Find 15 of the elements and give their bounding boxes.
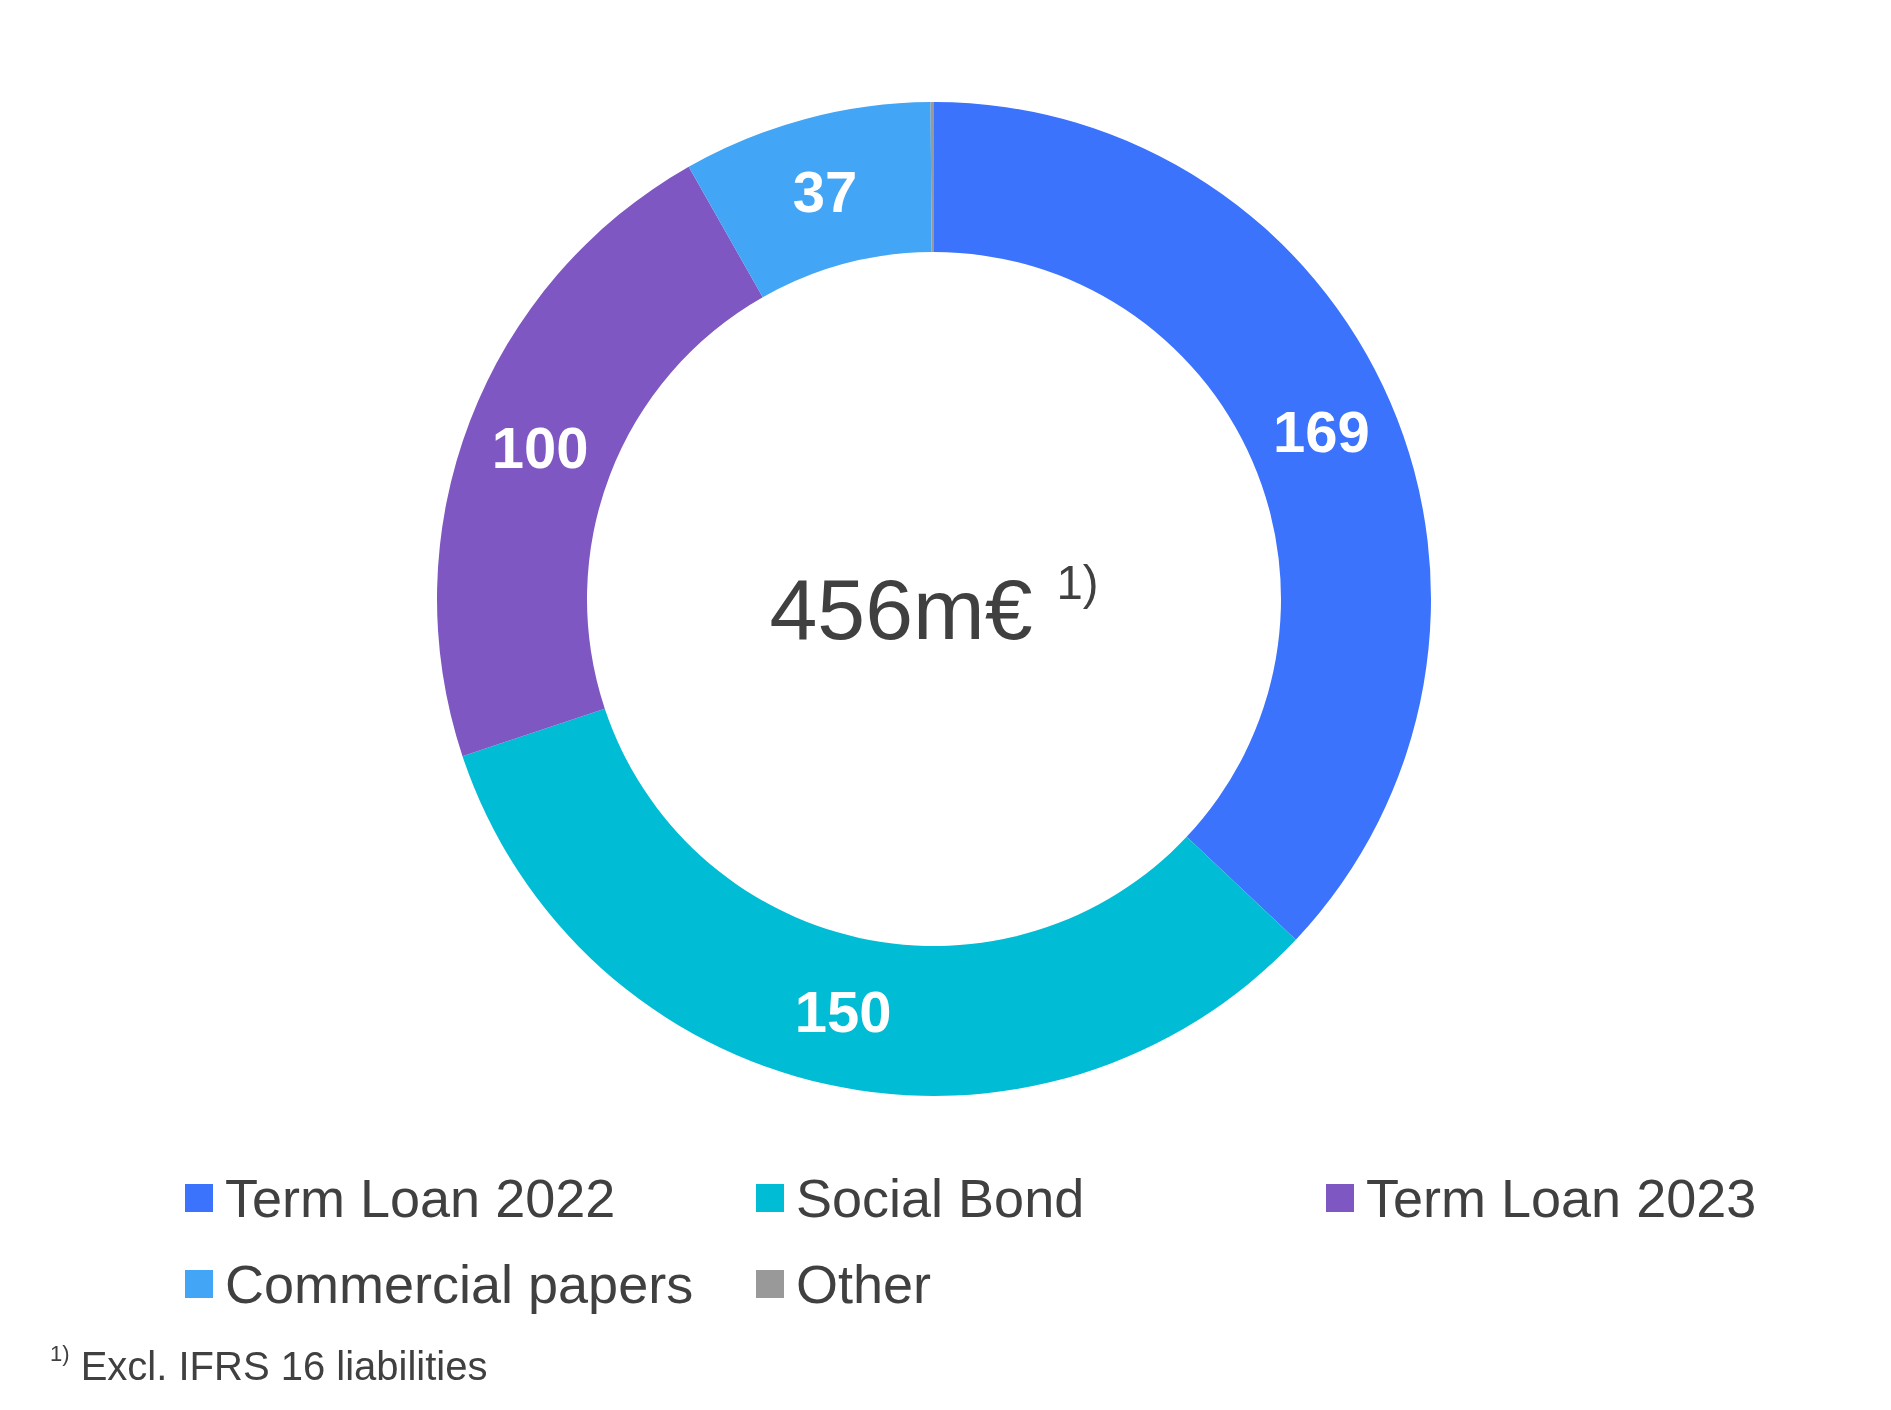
donut-slice bbox=[930, 102, 934, 253]
legend-label: Term Loan 2023 bbox=[1366, 1168, 1757, 1228]
legend-label: Other bbox=[796, 1254, 932, 1314]
donut-slice bbox=[462, 708, 1296, 1096]
text: 456m€ $^{1)}$ bbox=[769, 556, 1099, 657]
data-label: 169 bbox=[1273, 399, 1370, 465]
data-label: 150 bbox=[794, 978, 892, 1044]
legend-label: Commercial papers bbox=[225, 1254, 694, 1314]
legend-label: Social Bond bbox=[796, 1168, 1085, 1228]
text: $^{1)}$ Excl. IFRS 16 liabilities bbox=[50, 1341, 488, 1388]
data-label: 37 bbox=[792, 158, 858, 224]
legend-label: Term Loan 2022 bbox=[225, 1168, 616, 1228]
donut-slice bbox=[437, 166, 763, 757]
donut-slice bbox=[688, 102, 932, 298]
data-label: 100 bbox=[491, 415, 589, 481]
